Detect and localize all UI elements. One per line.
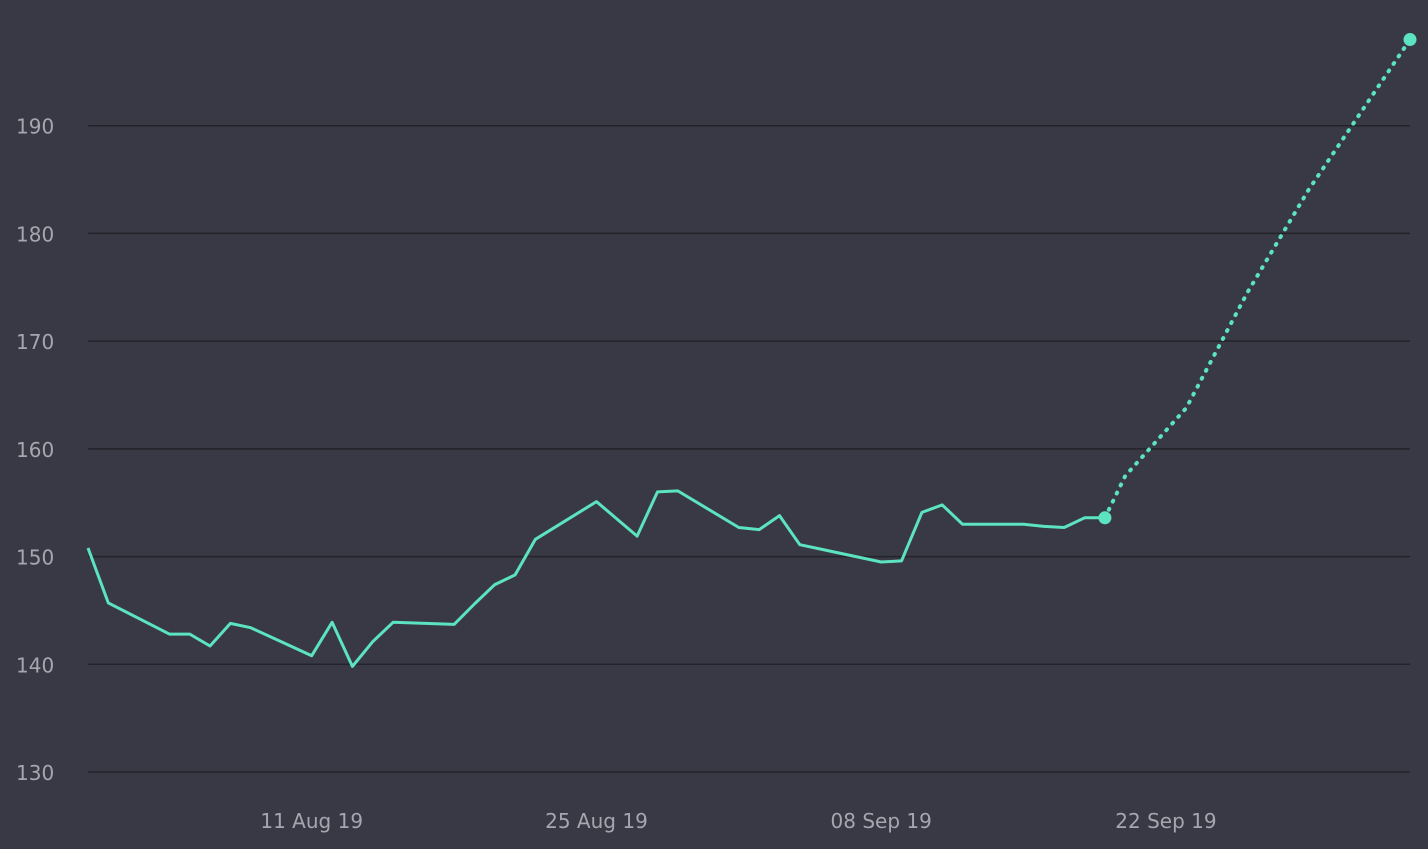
forecast-series-line: [1102, 37, 1412, 520]
x-tick-label: 08 Sep 19: [831, 809, 932, 833]
y-tick-label: 150: [16, 546, 54, 570]
x-tick-label: 22 Sep 19: [1115, 809, 1216, 833]
y-tick-label: 180: [16, 222, 54, 246]
y-tick-label: 160: [16, 438, 54, 462]
y-tick-label: 190: [16, 115, 54, 139]
forecast-end-point: [1403, 33, 1417, 47]
y-tick-label: 140: [16, 653, 54, 677]
x-tick-label: 11 Aug 19: [260, 809, 363, 833]
x-tick-label: 25 Aug 19: [545, 809, 648, 833]
y-tick-label: 170: [16, 330, 54, 354]
actual-series-line: [86, 489, 1105, 668]
y-tick-label: 130: [16, 761, 54, 785]
forecast-start-point: [1098, 511, 1112, 525]
